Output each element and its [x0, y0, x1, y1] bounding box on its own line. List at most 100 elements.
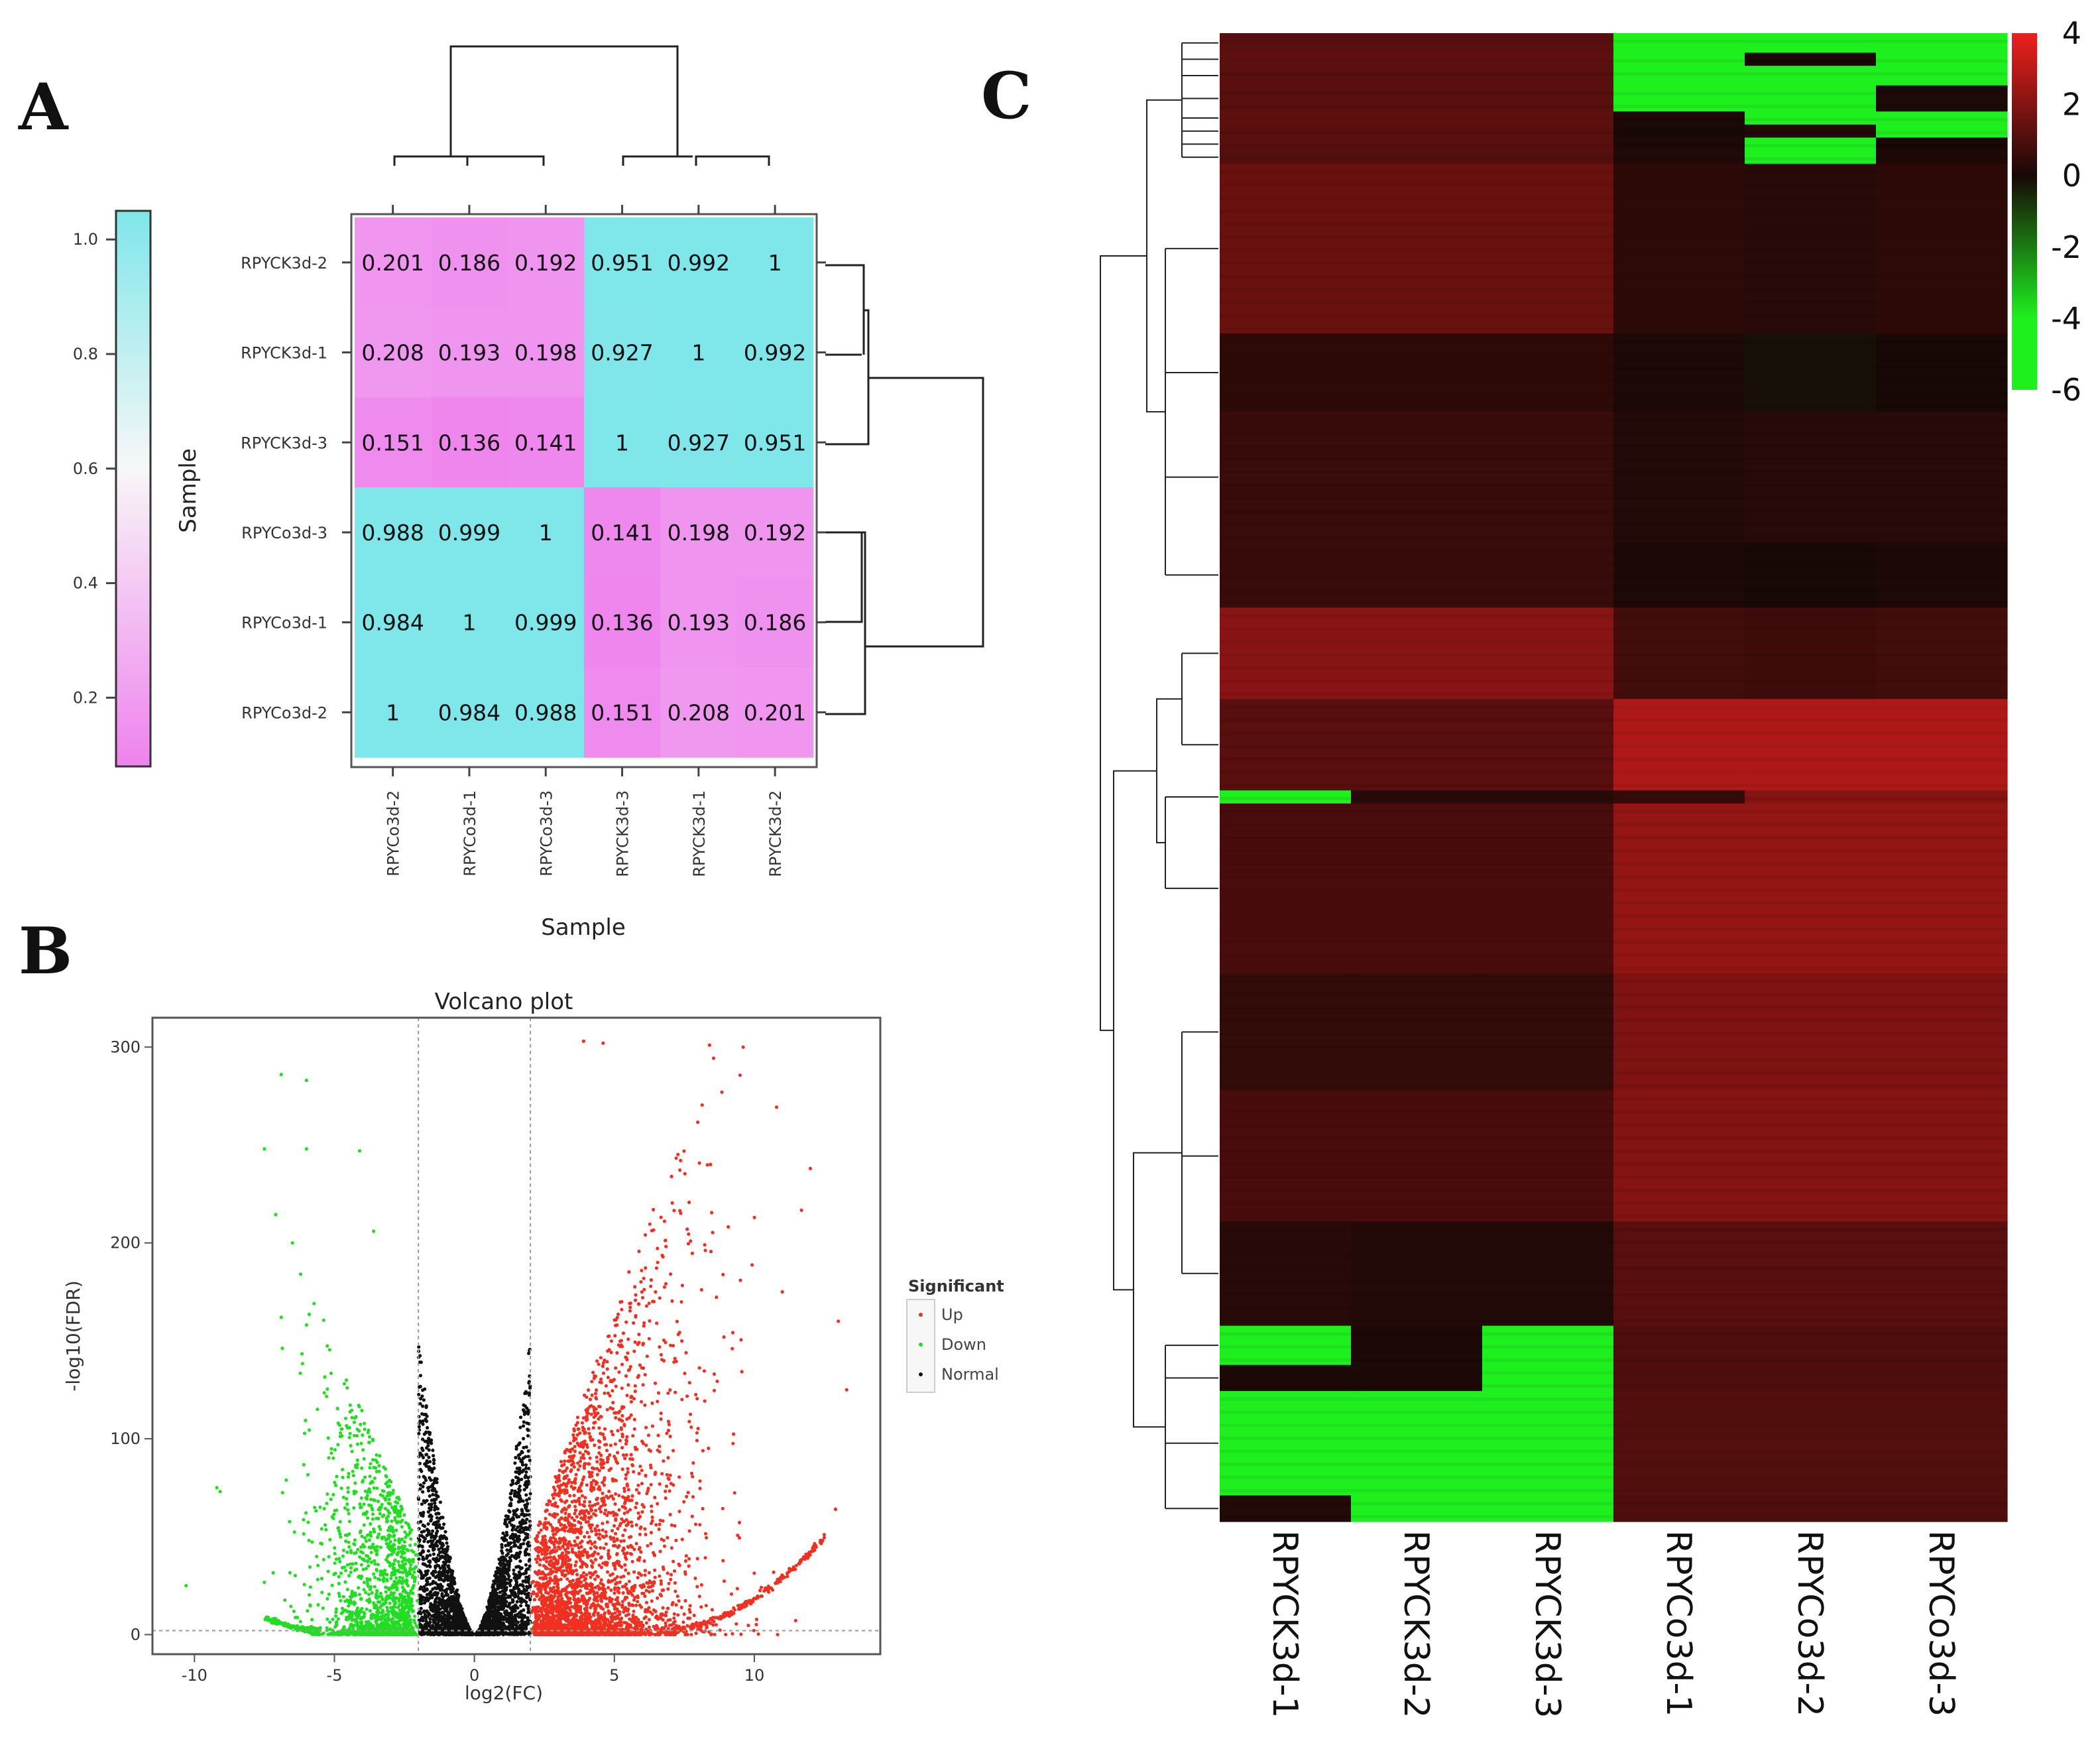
scatter-point	[517, 1587, 521, 1591]
scatter-point	[432, 1487, 437, 1491]
scatter-point	[587, 1427, 591, 1431]
scatter-point	[509, 1498, 514, 1502]
scatter-point	[561, 1551, 565, 1555]
scatter-point	[421, 1419, 425, 1423]
scatter-point	[522, 1424, 526, 1428]
scatter-point	[683, 1172, 687, 1175]
cell-value-label: 0.992	[744, 340, 806, 366]
scatter-point	[793, 1618, 797, 1622]
scatter-point	[422, 1398, 426, 1402]
scatter-point	[438, 1551, 442, 1555]
row-tick-labels: RPYCK3d-2RPYCK3d-1RPYCK3d-3RPYCo3d-3RPYC…	[241, 254, 826, 722]
row-tick-label: RPYCo3d-1	[241, 614, 327, 633]
scatter-point	[448, 1583, 452, 1587]
scatter-point	[443, 1551, 447, 1555]
scatter-point	[700, 1103, 704, 1107]
scatter-point	[525, 1502, 530, 1506]
scatter-point	[438, 1500, 443, 1504]
scatter-point	[574, 1437, 578, 1441]
scatter-point	[424, 1430, 428, 1435]
scatter-point	[701, 1506, 705, 1511]
scatter-point	[643, 1527, 647, 1531]
scatter-point	[592, 1467, 596, 1471]
cell-value-label: 0.141	[514, 430, 577, 455]
scatter-point	[628, 1309, 632, 1313]
scatter-point	[450, 1624, 454, 1628]
scatter-point	[601, 1561, 605, 1565]
scatter-point	[535, 1560, 539, 1564]
colorbar-ticks: 0.20.40.60.81.0	[73, 230, 116, 707]
scatter-point	[732, 1491, 736, 1495]
scatter-point	[522, 1456, 526, 1460]
scatter-point	[565, 1474, 569, 1478]
scatter-point	[639, 1280, 643, 1284]
cell-value-label: 0.999	[514, 610, 577, 636]
heatmap-cell	[431, 667, 508, 758]
scatter-point	[446, 1625, 450, 1629]
cell-value-label: 1	[462, 610, 476, 636]
scatter-point	[422, 1510, 426, 1514]
scatter-point	[426, 1425, 430, 1430]
scatter-point	[424, 1412, 428, 1417]
scatter-point	[524, 1483, 528, 1487]
scatter-point	[452, 1616, 457, 1620]
heatmap-cell	[583, 397, 661, 488]
scatter-point	[509, 1541, 513, 1545]
plot-title: Volcano plot	[435, 989, 573, 1015]
scatter-point	[660, 1472, 664, 1476]
scatter-point	[566, 1545, 570, 1549]
scatter-point	[512, 1568, 516, 1572]
scatter-point	[544, 1516, 548, 1521]
scatter-point	[485, 1622, 489, 1626]
cell-value-label: 0.193	[438, 340, 500, 366]
scatter-point	[575, 1515, 579, 1519]
scatter-point	[634, 1293, 638, 1297]
scatter-point	[713, 1632, 717, 1636]
scatter-point	[658, 1574, 662, 1578]
column-tick-labels: RPYCo3d-2 RPYCo3d-1 RPYCo3d-3 RPYCK3d-3 RPYC…	[384, 205, 785, 877]
scatter-point	[590, 1380, 594, 1384]
scatter-point	[520, 1470, 524, 1474]
cell-value-label: 0.151	[361, 430, 424, 455]
scatter-point	[436, 1563, 439, 1567]
scatter-point	[524, 1548, 528, 1552]
scatter-point	[512, 1512, 516, 1517]
scatter-point	[514, 1455, 518, 1460]
scatter-point	[503, 1601, 507, 1605]
scatter-point	[456, 1599, 460, 1603]
scatter-point	[620, 1307, 624, 1311]
scatter-point	[625, 1394, 629, 1398]
scatter-point	[687, 1529, 691, 1533]
scatter-point	[565, 1569, 569, 1573]
scatter-point	[602, 1435, 607, 1439]
scatter-point	[508, 1510, 512, 1514]
heatmap-cell	[660, 397, 738, 488]
scatter-point	[649, 1284, 653, 1288]
scatter-point	[422, 1585, 426, 1589]
scatter-point	[492, 1579, 496, 1583]
scatter-point	[471, 1632, 475, 1636]
panel-c-letter: C	[981, 58, 1031, 133]
scatter-point	[515, 1494, 519, 1498]
scatter-point	[729, 1592, 733, 1596]
scatter-point	[439, 1598, 443, 1602]
scatter-point	[647, 1337, 651, 1341]
scatter-point	[569, 1469, 573, 1473]
scatter-point	[500, 1543, 504, 1547]
scatter-point	[595, 1460, 599, 1464]
scatter-point	[514, 1565, 518, 1569]
scatter-point	[524, 1445, 528, 1449]
scatter-point	[425, 1587, 429, 1591]
scatter-point	[659, 1215, 663, 1219]
scatter-point	[426, 1522, 430, 1526]
scatter-point	[632, 1321, 636, 1325]
scatter-point	[599, 1578, 603, 1582]
column-tick-label: RPYCo3d-2	[384, 790, 403, 876]
scatter-point	[511, 1537, 515, 1541]
scatter-point	[574, 1560, 578, 1564]
scatter-point	[669, 1272, 673, 1276]
scatter-point	[511, 1517, 516, 1521]
scatter-point	[605, 1449, 609, 1453]
heatmap-cell	[507, 577, 585, 668]
scatter-point	[619, 1539, 623, 1543]
